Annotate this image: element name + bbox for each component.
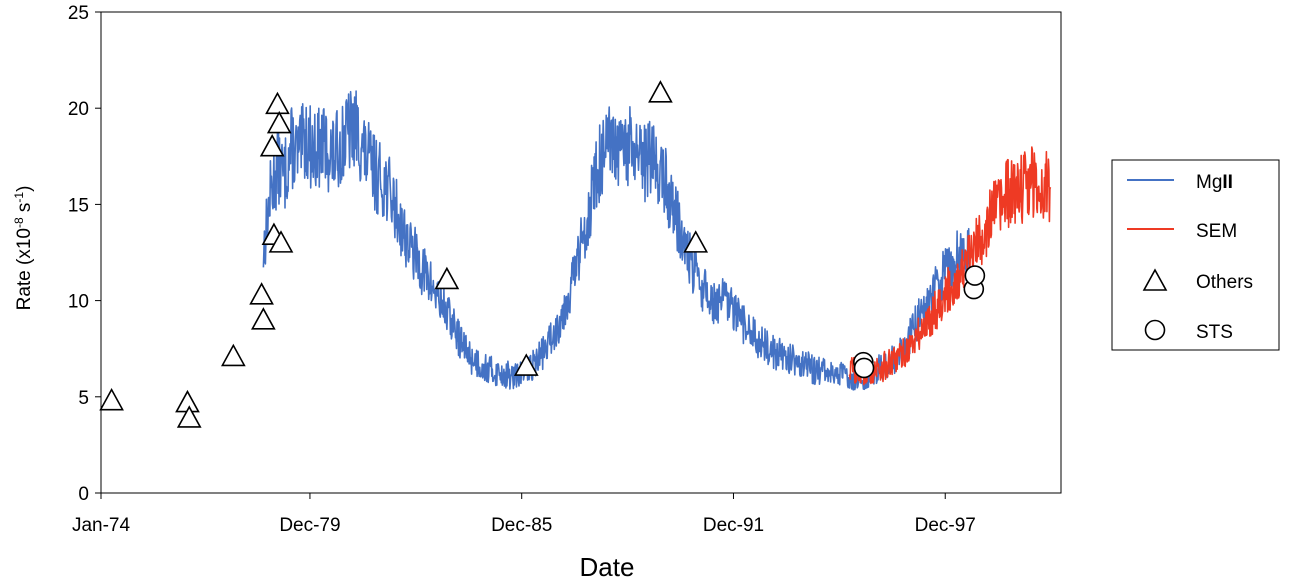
sts-point — [964, 265, 986, 286]
series-line-sem — [848, 146, 1052, 386]
y-tick-label: 15 — [68, 195, 89, 216]
others-point — [99, 387, 124, 411]
others-point — [265, 91, 290, 115]
legend-box — [1111, 159, 1280, 351]
y-axis-title: Rate (x10-8 s-1) — [12, 186, 35, 311]
y-tick-label: 5 — [78, 388, 89, 409]
others-point — [648, 80, 673, 103]
legend-label-sem: SEM — [1196, 221, 1237, 242]
axes-layer: 0 5 10 15 20 25 Jan-74 Dec-79 Dec-85 Dec-91 Dec-97 — [68, 3, 976, 536]
others-point — [683, 230, 709, 253]
others-point — [220, 343, 246, 367]
legend-circle-icon — [1144, 319, 1166, 341]
others-point — [176, 405, 202, 428]
x-tick-label: Dec-79 — [279, 515, 340, 536]
others-point — [268, 230, 294, 253]
y-tick-label: 0 — [78, 484, 89, 505]
legend-triangle-icon — [1142, 268, 1168, 291]
x-axis-title: Date — [580, 552, 635, 581]
x-tick-label: Jan-74 — [72, 515, 131, 536]
others-point — [266, 110, 292, 134]
legend-label-others: Others — [1196, 272, 1253, 293]
marker-layer — [99, 80, 986, 428]
legend-label-mgii: MgII — [1196, 172, 1233, 193]
plot-frame — [100, 11, 1062, 494]
others-point — [259, 134, 285, 157]
x-tick-label: Dec-85 — [491, 515, 552, 536]
legend-label-sts: STS — [1196, 322, 1233, 343]
y-tick-label: 10 — [68, 292, 89, 313]
others-point — [513, 353, 539, 376]
y-tick-label: 25 — [68, 3, 89, 24]
others-point — [250, 307, 276, 330]
series-line-mgii — [262, 90, 970, 391]
legend: MgII SEM Others STS — [1111, 159, 1280, 351]
x-tick-label: Dec-91 — [703, 515, 764, 536]
others-point — [434, 266, 460, 290]
others-point — [249, 282, 274, 305]
sts-point — [853, 357, 875, 379]
series-layer — [262, 90, 1052, 391]
x-tick-label: Dec-97 — [915, 515, 976, 536]
y-tick-label: 20 — [68, 99, 89, 120]
